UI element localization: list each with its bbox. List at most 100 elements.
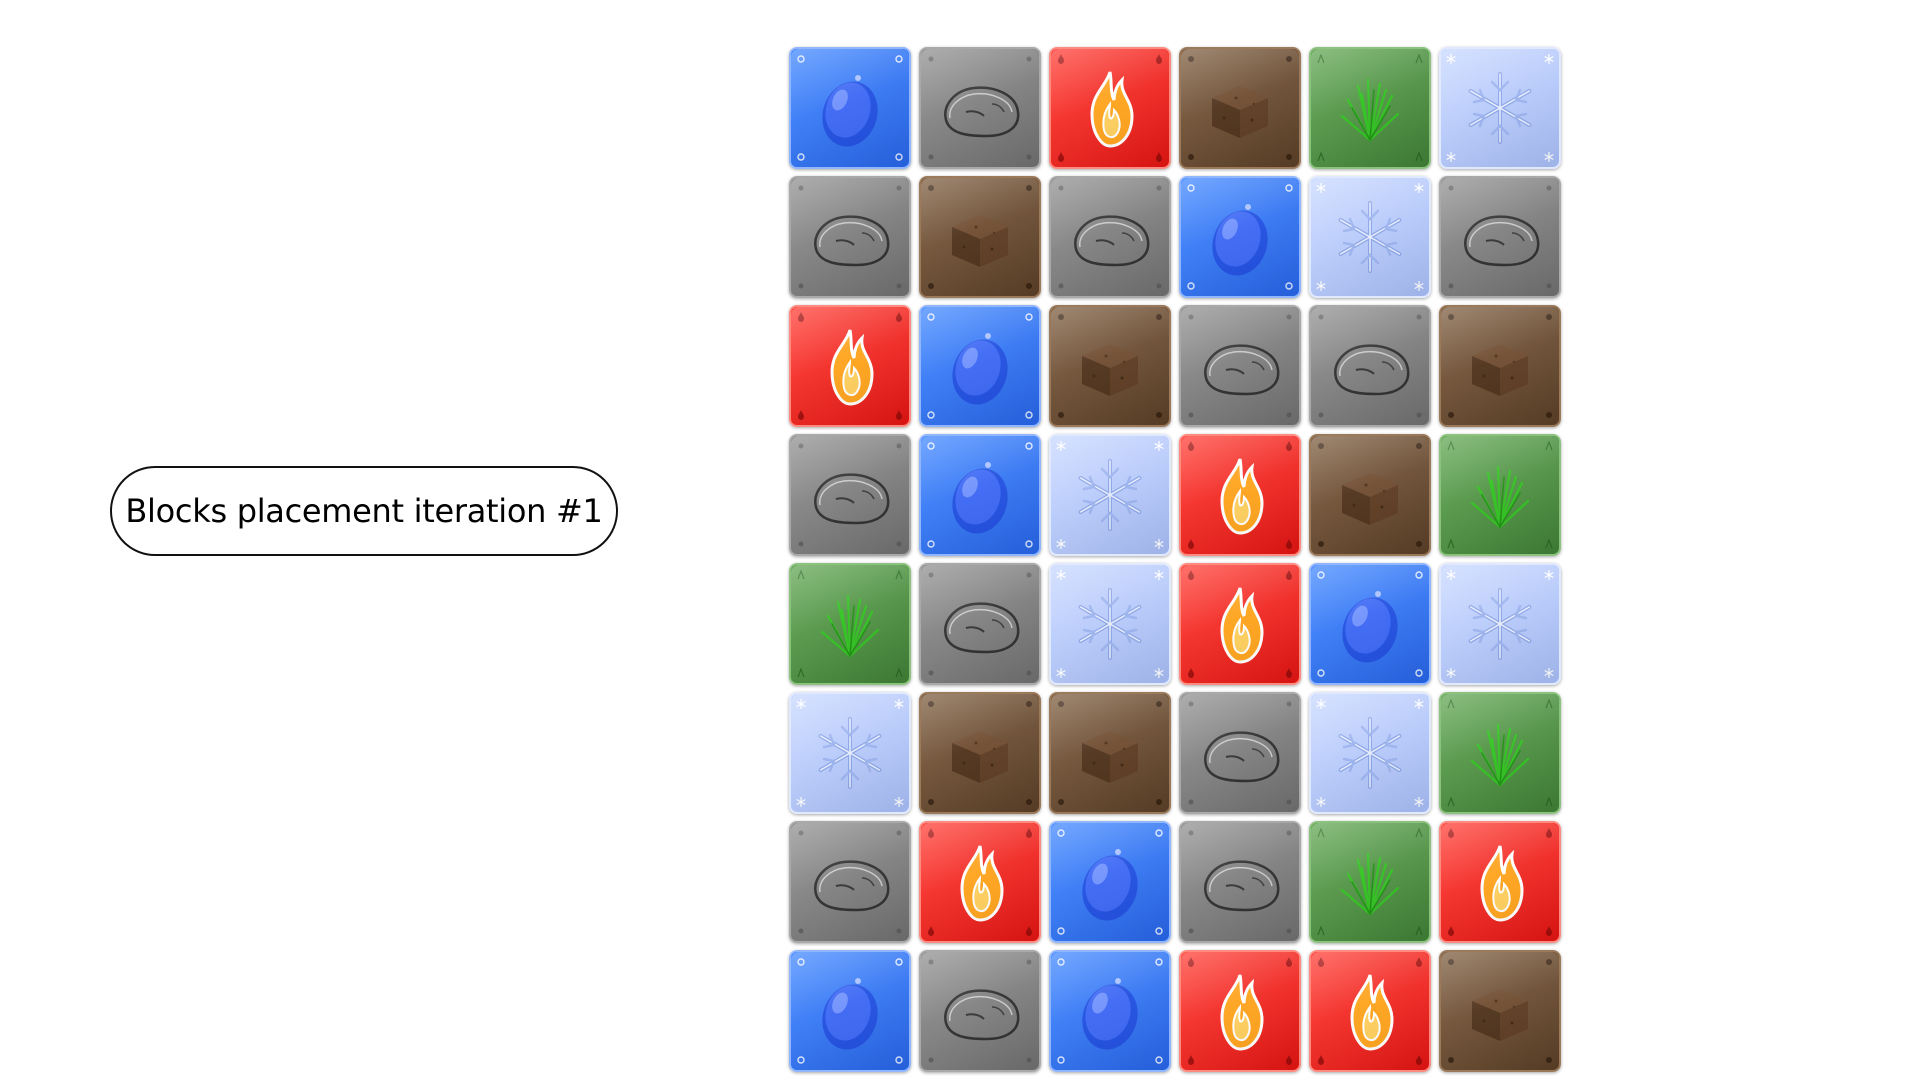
corner-snowflake-icon [1316,699,1326,709]
corner-dirt-cube-icon [1546,1057,1552,1063]
dirt-block[interactable] [1179,47,1301,169]
grass-block[interactable] [1309,821,1431,943]
water-drop-icon [952,333,1008,405]
rock-block[interactable] [1179,692,1301,814]
grass-block[interactable] [789,563,911,685]
corner-water-drop-icon [1155,927,1163,935]
ice-block[interactable] [1309,692,1431,814]
fire-block[interactable] [789,305,911,427]
dirt-cube-icon [1212,86,1268,138]
corner-dirt-cube-icon [1188,56,1194,62]
corner-grass-icon [1545,797,1553,807]
corner-stone-icon [928,670,934,676]
rock-block[interactable] [1049,176,1171,298]
snowflake-icon [1338,201,1402,273]
ice-block[interactable] [1049,434,1171,556]
water-block[interactable] [1049,950,1171,1072]
ice-block[interactable] [1439,47,1561,169]
flame-icon [1350,974,1394,1051]
ice-block[interactable] [1309,176,1431,298]
rock-block[interactable] [1309,305,1431,427]
rock-block[interactable] [1179,305,1301,427]
rock-block[interactable] [919,950,1041,1072]
rock-block[interactable] [789,434,911,556]
fire-block[interactable] [1179,950,1301,1072]
corner-stone-icon [1448,185,1454,191]
water-drop-icon [952,462,1008,534]
grass-block[interactable] [1439,434,1561,556]
corner-water-drop-icon [927,313,935,321]
water-block[interactable] [1179,176,1301,298]
corner-grass-icon [1415,54,1423,64]
corner-grass-icon [895,668,903,678]
dirt-block[interactable] [1309,434,1431,556]
corner-stone-icon [1416,314,1422,320]
water-block[interactable] [919,305,1041,427]
fire-block[interactable] [919,821,1041,943]
corner-snowflake-icon [1316,797,1326,807]
corner-water-drop-icon [927,442,935,450]
fire-block[interactable] [1049,47,1171,169]
dirt-block[interactable] [1049,692,1171,814]
rock-block[interactable] [919,563,1041,685]
corner-dirt-cube-icon [1546,314,1552,320]
fire-block[interactable] [1309,950,1431,1072]
water-drop-icon [1082,978,1138,1050]
stone-icon [944,989,1020,1041]
grass-icon [1340,78,1400,142]
corner-grass-icon [1317,926,1325,936]
water-block[interactable] [1049,821,1171,943]
rock-block[interactable] [919,47,1041,169]
iteration-label: Blocks placement iteration #1 [110,466,618,556]
flame-icon [1220,974,1264,1051]
corner-flame-icon [1188,441,1194,451]
water-block[interactable] [1309,563,1431,685]
corner-flame-icon [1286,539,1292,549]
corner-stone-icon [1026,572,1032,578]
corner-stone-icon [1416,412,1422,418]
corner-dirt-cube-icon [1448,412,1454,418]
rock-block[interactable] [1439,176,1561,298]
ice-block[interactable] [789,692,911,814]
corner-water-drop-icon [895,1056,903,1064]
corner-flame-icon [1416,957,1422,967]
dirt-block[interactable] [1439,305,1561,427]
corner-snowflake-icon [1446,570,1456,580]
corner-stone-icon [1188,314,1194,320]
corner-stone-icon [1286,412,1292,418]
ice-block[interactable] [1439,563,1561,685]
water-block[interactable] [789,950,911,1072]
water-block[interactable] [919,434,1041,556]
ice-block[interactable] [1049,563,1171,685]
snowflake-icon [1078,459,1142,531]
grass-block[interactable] [1439,692,1561,814]
rock-block[interactable] [789,176,911,298]
corner-dirt-cube-icon [1026,701,1032,707]
rock-block[interactable] [789,821,911,943]
dirt-block[interactable] [1049,305,1171,427]
corner-water-drop-icon [895,55,903,63]
corner-water-drop-icon [1057,1056,1065,1064]
fire-block[interactable] [1439,821,1561,943]
corner-snowflake-icon [1316,281,1326,291]
corner-flame-icon [1156,54,1162,64]
fire-block[interactable] [1179,434,1301,556]
corner-stone-icon [896,443,902,449]
corner-water-drop-icon [1057,958,1065,966]
dirt-block[interactable] [919,176,1041,298]
corner-stone-icon [1188,412,1194,418]
corner-grass-icon [1545,699,1553,709]
dirt-block[interactable] [1439,950,1561,1072]
corner-water-drop-icon [1187,184,1195,192]
dirt-cube-icon [952,215,1008,267]
corner-stone-icon [928,154,934,160]
grass-icon [1340,852,1400,916]
water-block[interactable] [789,47,911,169]
fire-block[interactable] [1179,563,1301,685]
dirt-block[interactable] [919,692,1041,814]
corner-snowflake-icon [1446,54,1456,64]
grass-block[interactable] [1309,47,1431,169]
corner-dirt-cube-icon [1448,1057,1454,1063]
corner-flame-icon [1448,828,1454,838]
rock-block[interactable] [1179,821,1301,943]
